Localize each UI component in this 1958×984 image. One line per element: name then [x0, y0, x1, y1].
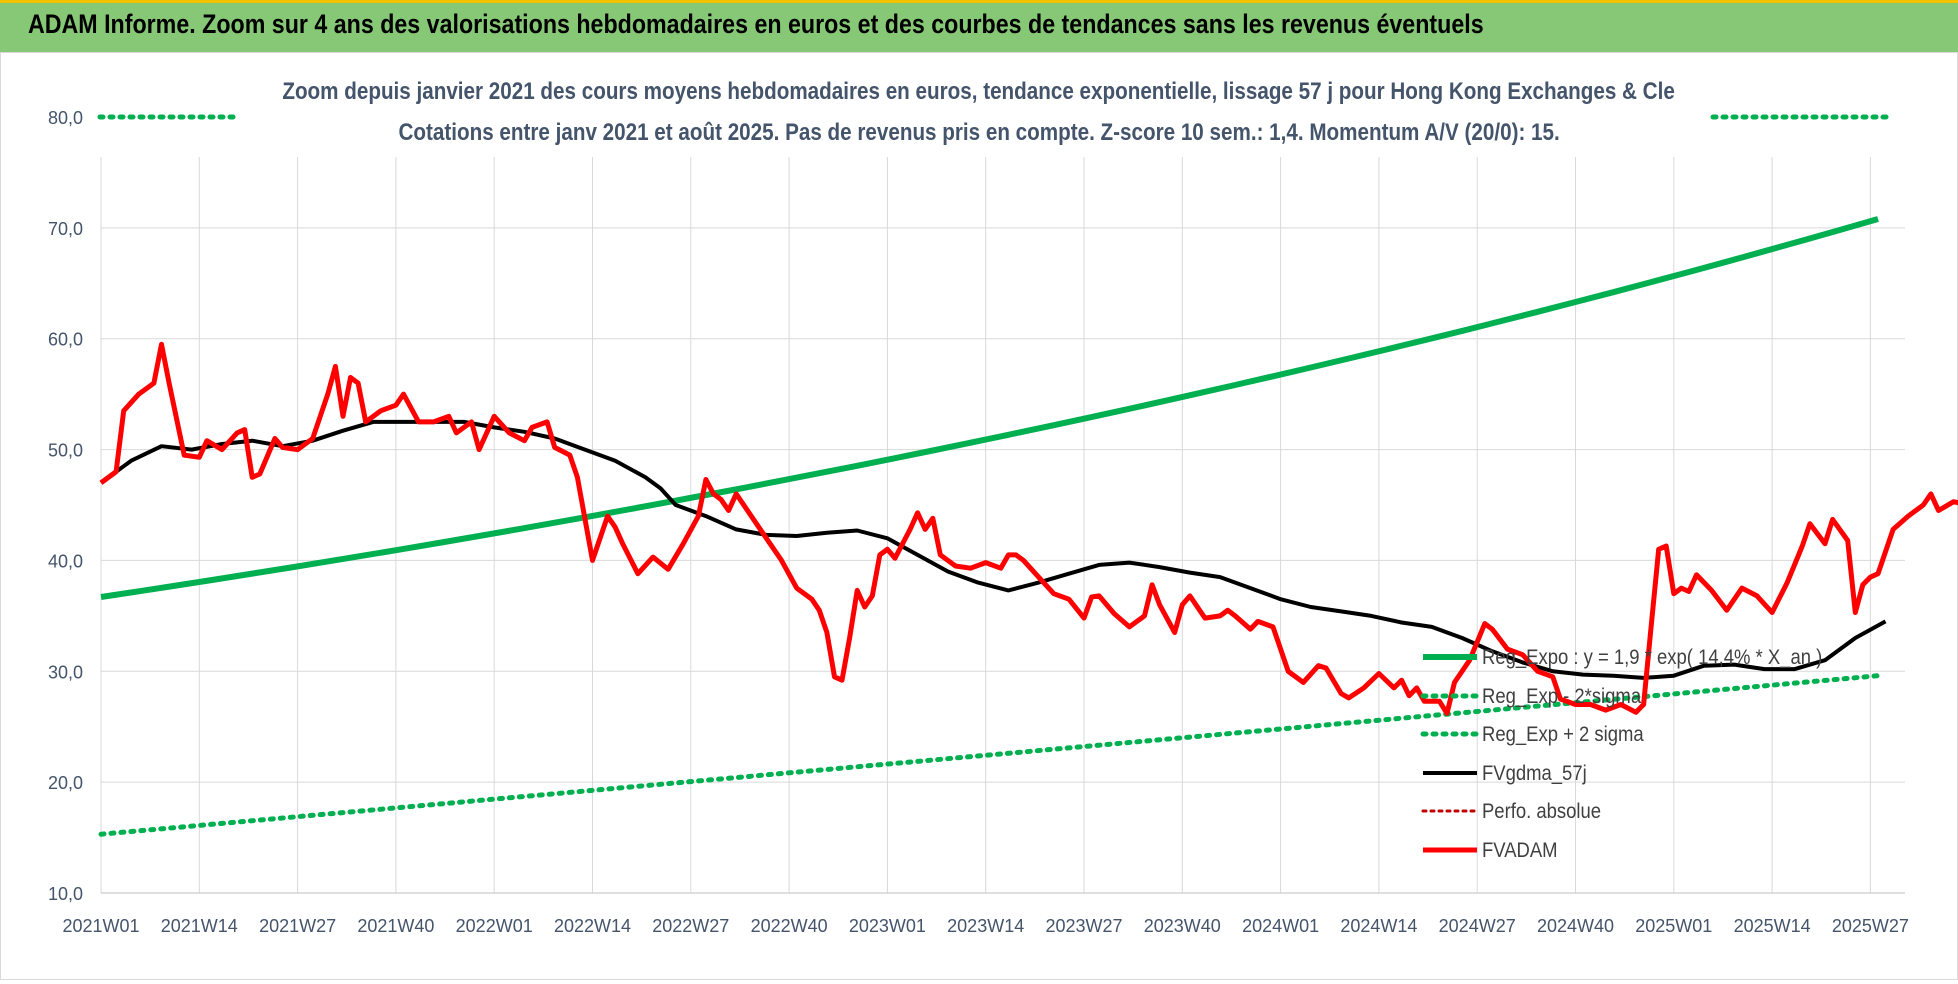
- x-tick-label: 2025W27: [1832, 916, 1909, 936]
- y-tick-label: 50,0: [48, 441, 83, 461]
- x-tick-label: 2023W40: [1144, 916, 1221, 936]
- x-tick-label: 2023W14: [947, 916, 1024, 936]
- chart-subtitle: Cotations entre janv 2021 et août 2025. …: [398, 119, 1560, 146]
- x-tick-label: 2025W01: [1635, 916, 1712, 936]
- x-tick-label: 2024W01: [1242, 916, 1319, 936]
- series-layer: [97, 114, 1958, 837]
- series-reg-expo: [100, 216, 1879, 600]
- x-tick-label: 2021W27: [259, 916, 336, 936]
- x-tick-label: 2022W14: [554, 916, 631, 936]
- series-fvadam: [99, 341, 1958, 716]
- x-tick-label: 2024W27: [1439, 916, 1516, 936]
- legend-label: FVgdma_57j: [1482, 762, 1587, 785]
- x-tick-label: 2022W40: [751, 916, 828, 936]
- series-reg-exp-minus-2sigma: [98, 673, 1881, 837]
- x-tick-label: 2021W01: [62, 916, 139, 936]
- x-tick-label: 2021W40: [357, 916, 434, 936]
- y-tick-label: 40,0: [48, 551, 83, 571]
- y-axis-ticks: 10,0 20,0 30,0 40,0 50,0 60,0 70,0 80,0: [48, 108, 83, 904]
- y-tick-label: 80,0: [48, 108, 83, 128]
- grid-layer: [100, 157, 1905, 894]
- x-tick-label: 2024W14: [1340, 916, 1417, 936]
- y-tick-label: 30,0: [48, 662, 83, 682]
- series-fvgdma-57j: [99, 419, 1887, 680]
- banner: ADAM Informe. Zoom sur 4 ans des valoris…: [0, 0, 1958, 52]
- x-axis-ticks: 2021W01 2021W14 2021W27 2021W40 2022W01 2022W…: [62, 916, 1908, 936]
- x-tick-label: 2021W14: [161, 916, 238, 936]
- legend-label: Reg_Expo : y = 1,9 * exp( 14,4% * X_an ): [1482, 646, 1822, 669]
- x-tick-label: 2025W14: [1734, 916, 1811, 936]
- y-tick-label: 70,0: [48, 219, 83, 239]
- y-tick-label: 20,0: [48, 773, 83, 793]
- legend: Reg_Expo : y = 1,9 * exp( 14,4% * X_an )…: [1420, 646, 1822, 862]
- x-tick-label: 2022W01: [456, 916, 533, 936]
- legend-label: FVADAM: [1482, 839, 1558, 862]
- x-tick-label: 2023W27: [1045, 916, 1122, 936]
- legend-label: Perfo. absolue: [1482, 800, 1601, 823]
- x-tick-label: 2022W27: [652, 916, 729, 936]
- y-tick-label: 10,0: [48, 884, 83, 904]
- y-tick-label: 60,0: [48, 330, 83, 350]
- x-tick-label: 2023W01: [849, 916, 926, 936]
- x-tick-label: 2024W40: [1537, 916, 1614, 936]
- chart-title: Zoom depuis janvier 2021 des cours moyen…: [282, 78, 1676, 105]
- legend-label: Reg_Exp + 2 sigma: [1482, 723, 1644, 746]
- legend-label: Reg_Exp - 2*sigma: [1482, 685, 1641, 708]
- banner-title: ADAM Informe. Zoom sur 4 ans des valoris…: [28, 9, 1484, 39]
